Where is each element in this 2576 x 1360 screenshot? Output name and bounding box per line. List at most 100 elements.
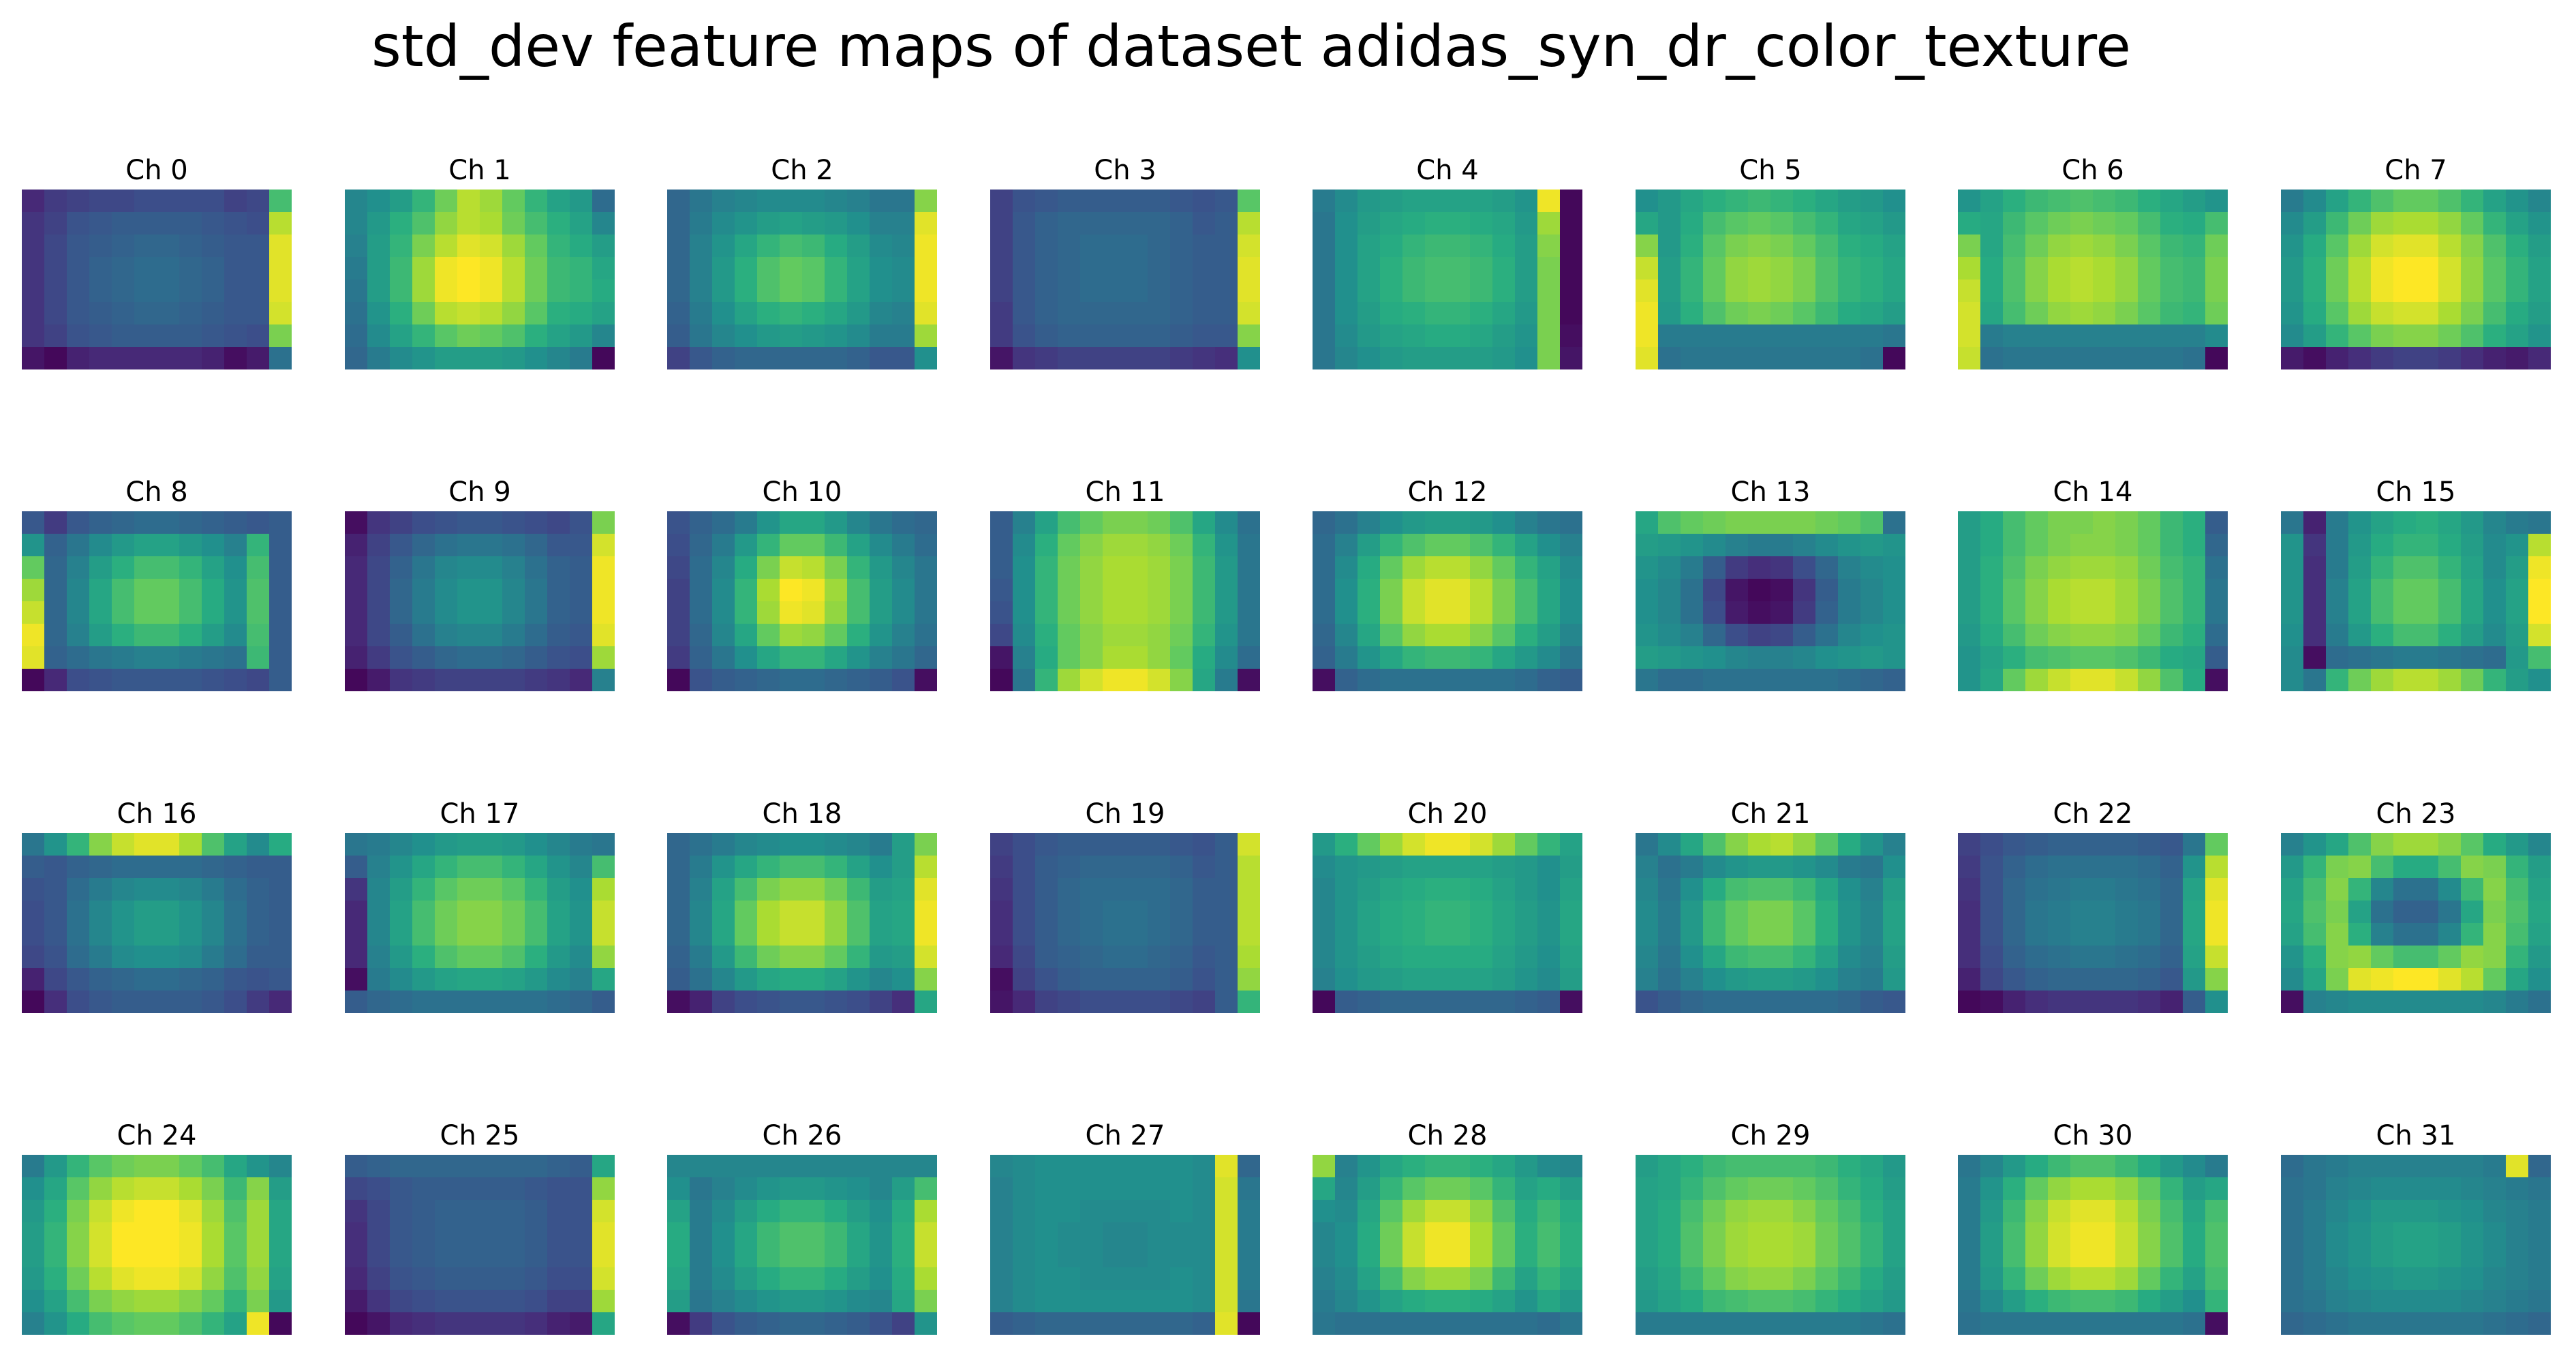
- heatmap: [1958, 1155, 2228, 1335]
- heatmap-cell: [89, 190, 112, 213]
- heatmap-cell: [1860, 1312, 1884, 1335]
- heatmap-cell: [2281, 302, 2304, 325]
- heatmap-cell: [2416, 601, 2439, 624]
- heatmap-cell: [412, 279, 435, 303]
- heatmap-cell: [1470, 968, 1493, 991]
- heatmap-cell: [2483, 279, 2506, 303]
- heatmap-cell: [1860, 833, 1884, 856]
- heatmap-cell: [667, 212, 690, 235]
- heatmap-panel: Ch 25: [345, 1117, 615, 1335]
- heatmap-cell: [1058, 1290, 1081, 1313]
- heatmap-cell: [1170, 1200, 1193, 1223]
- heatmap-cell: [502, 302, 525, 325]
- heatmap-cell: [1215, 579, 1238, 602]
- heatmap-cell: [390, 302, 413, 325]
- heatmap-cell: [2393, 923, 2417, 946]
- heatmap-cell: [570, 1245, 593, 1268]
- heatmap-cell: [757, 624, 780, 647]
- heatmap-cell: [712, 302, 735, 325]
- heatmap-cell: [592, 257, 615, 280]
- heatmap-cell: [990, 1155, 1013, 1178]
- heatmap-cell: [1537, 235, 1561, 258]
- heatmap-cell: [1447, 1245, 1471, 1268]
- heatmap-cell: [22, 1222, 45, 1245]
- panel-title: Ch 5: [1739, 155, 1802, 186]
- heatmap-cell: [1313, 856, 1336, 879]
- heatmap-cell: [570, 991, 593, 1013]
- heatmap-cell: [1080, 923, 1103, 946]
- heatmap-cell: [2205, 991, 2228, 1013]
- heatmap-cell: [2160, 1267, 2183, 1290]
- heatmap-cell: [1170, 1245, 1193, 1268]
- heatmap-cell: [1658, 1222, 1681, 1245]
- heatmap-cell: [2183, 1290, 2206, 1313]
- heatmap-cell: [1358, 878, 1381, 901]
- heatmap-cell: [1560, 1222, 1582, 1245]
- heatmap-cell: [1883, 347, 1905, 369]
- heatmap-cell: [2348, 1245, 2372, 1268]
- heatmap-cell: [1883, 991, 1905, 1013]
- heatmap-cell: [2093, 1177, 2116, 1200]
- heatmap-cell: [2160, 624, 2183, 647]
- heatmap-cell: [1470, 991, 1493, 1013]
- heatmap-cell: [2115, 1177, 2138, 1200]
- heatmap-cell: [735, 579, 758, 602]
- heatmap-cell: [480, 901, 503, 924]
- heatmap-cell: [345, 1177, 368, 1200]
- heatmap-cell: [1838, 991, 1861, 1013]
- heatmap-cell: [2025, 833, 2049, 856]
- heatmap-cell: [1658, 279, 1681, 303]
- heatmap-cell: [667, 856, 690, 879]
- heatmap-cell: [89, 556, 112, 579]
- heatmap-cell: [1537, 534, 1561, 557]
- heatmap-cell: [1726, 1290, 1749, 1313]
- heatmap-cell: [2416, 1245, 2439, 1268]
- heatmap-cell: [1125, 946, 1148, 969]
- heatmap-cell: [547, 190, 570, 213]
- heatmap-cell: [1703, 968, 1726, 991]
- heatmap-cell: [990, 1200, 1013, 1223]
- heatmap-cell: [1958, 1267, 1981, 1290]
- heatmap-cell: [112, 257, 135, 280]
- heatmap-cell: [2160, 833, 2183, 856]
- heatmap-cell: [667, 1245, 690, 1268]
- heatmap-cell: [667, 257, 690, 280]
- heatmap-cell: [870, 257, 893, 280]
- heatmap-cell: [89, 257, 112, 280]
- heatmap-cell: [915, 556, 937, 579]
- heatmap-cell: [2138, 1245, 2161, 1268]
- heatmap-cell: [2115, 968, 2138, 991]
- heatmap-cell: [1726, 257, 1749, 280]
- heatmap-cell: [825, 601, 848, 624]
- heatmap-cell: [1193, 878, 1216, 901]
- heatmap-cell: [2393, 856, 2417, 879]
- heatmap-cell: [1313, 1267, 1336, 1290]
- heatmap-cell: [847, 856, 870, 879]
- heatmap-cell: [269, 991, 292, 1013]
- heatmap-cell: [1335, 190, 1358, 213]
- heatmap-cell: [1883, 833, 1905, 856]
- heatmap-cell: [1170, 347, 1193, 369]
- heatmap-cell: [89, 601, 112, 624]
- heatmap-cell: [1838, 556, 1861, 579]
- heatmap-cell: [2348, 324, 2372, 348]
- heatmap-cell: [1860, 511, 1884, 534]
- heatmap-cell: [2348, 302, 2372, 325]
- heatmap-cell: [2326, 534, 2349, 557]
- heatmap-cell: [247, 833, 270, 856]
- heatmap-cell: [2348, 511, 2372, 534]
- heatmap-cell: [412, 347, 435, 369]
- heatmap-cell: [825, 257, 848, 280]
- heatmap-cell: [157, 1200, 180, 1223]
- heatmap-cell: [2348, 624, 2372, 647]
- heatmap: [667, 833, 937, 1013]
- heatmap-cell: [1883, 1290, 1905, 1313]
- heatmap-cell: [825, 1267, 848, 1290]
- heatmap-cell: [247, 1312, 270, 1335]
- heatmap-cell: [1560, 279, 1582, 303]
- heatmap-cell: [2070, 579, 2094, 602]
- heatmap-cell: [802, 1267, 825, 1290]
- heatmap-cell: [2003, 279, 2026, 303]
- heatmap-cell: [802, 1222, 825, 1245]
- heatmap-cell: [2160, 1222, 2183, 1245]
